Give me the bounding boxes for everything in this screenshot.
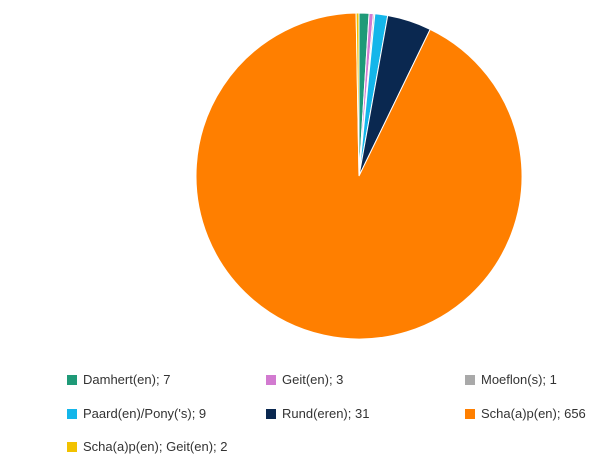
legend-item-schaap: Scha(a)p(en); 656 <box>465 406 586 421</box>
legend-item-damhert: Damhert(en); 7 <box>67 372 170 387</box>
legend-item-schaap-geit: Scha(a)p(en); Geit(en); 2 <box>67 439 228 454</box>
legend-item-rund: Rund(eren); 31 <box>266 406 369 421</box>
legend-swatch-geit <box>266 374 276 385</box>
legend-swatch-moeflon <box>465 374 475 385</box>
legend-item-geit: Geit(en); 3 <box>266 372 343 387</box>
legend-label-paard: Paard(en)/Pony('s); 9 <box>83 406 207 421</box>
legend-label-geit: Geit(en); 3 <box>282 372 344 387</box>
pie-slice-scha-a-p-en-geit-en <box>355 12 360 177</box>
legend-swatch-paard <box>67 408 77 419</box>
legend-label-schaap: Scha(a)p(en); 656 <box>481 406 586 421</box>
pie-slices <box>195 12 523 340</box>
legend-item-moeflon: Moeflon(s); 1 <box>465 372 557 387</box>
legend-swatch-damhert <box>67 374 77 385</box>
legend-label-rund: Rund(eren); 31 <box>282 406 370 421</box>
legend-swatch-rund <box>266 408 276 419</box>
legend-item-paard: Paard(en)/Pony('s); 9 <box>67 406 206 421</box>
legend-swatch-schaap <box>465 408 475 419</box>
legend-swatch-schaap-geit <box>67 441 77 452</box>
legend-label-moeflon: Moeflon(s); 1 <box>481 372 557 387</box>
legend-label-schaap-geit: Scha(a)p(en); Geit(en); 2 <box>83 439 228 454</box>
legend-label-damhert: Damhert(en); 7 <box>83 372 171 387</box>
